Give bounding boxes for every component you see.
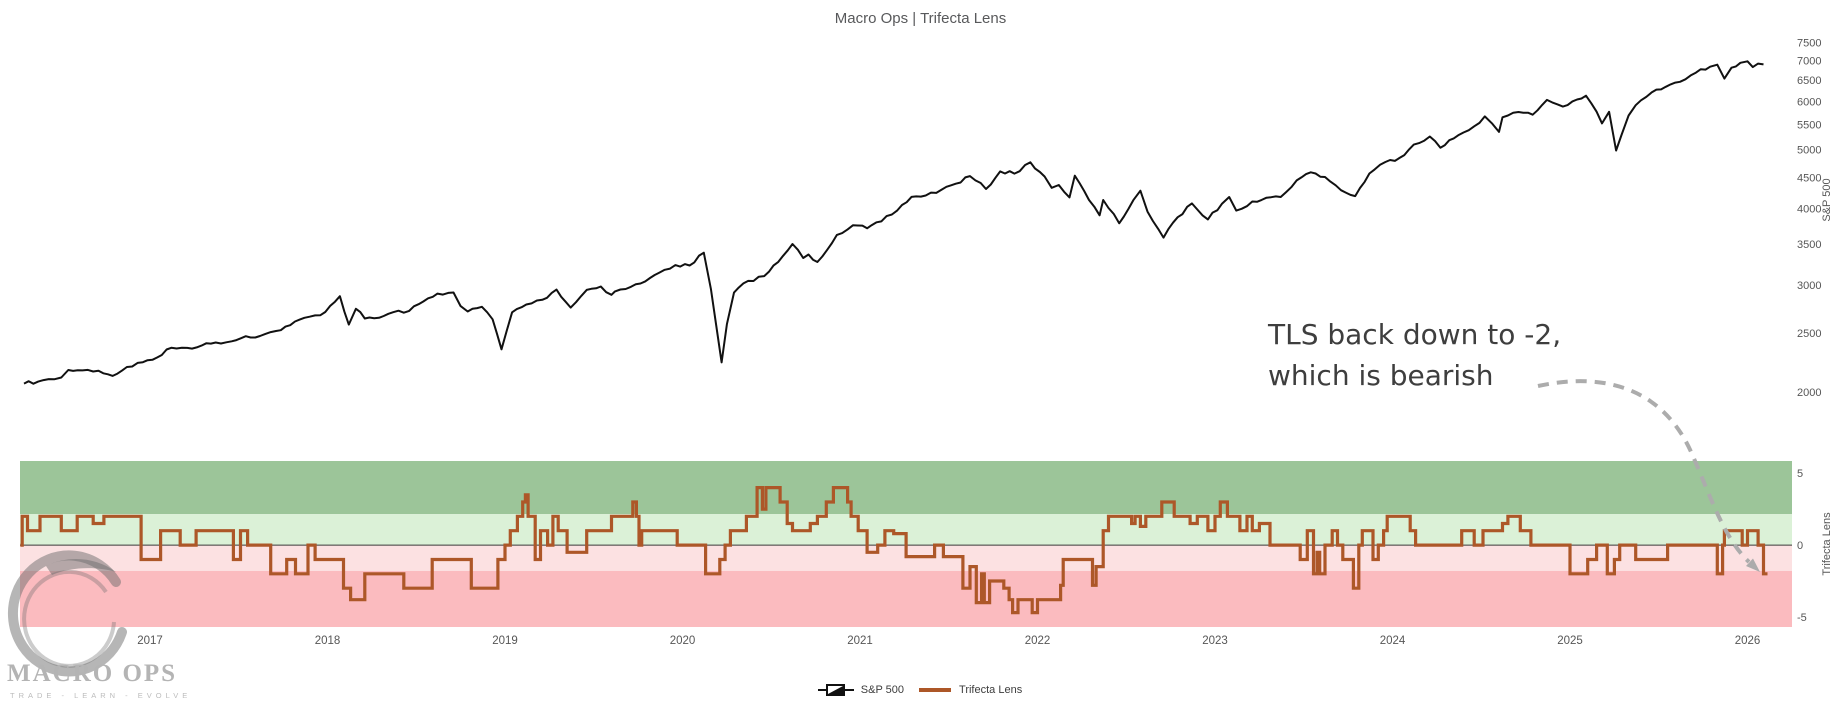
sp500-ytick-6000: 6000: [1797, 96, 1821, 108]
xtick-2024: 2024: [1380, 635, 1406, 647]
sp500-ytick-7000: 7000: [1797, 56, 1821, 68]
page-title: Macro Ops | Trifecta Lens: [834, 10, 1007, 27]
xtick-2023: 2023: [1202, 635, 1228, 647]
xtick-2025: 2025: [1557, 635, 1583, 647]
tls-plot-area[interactable]: [20, 461, 1792, 627]
sp500-axis-title: S&P 500: [1821, 178, 1833, 221]
sp500-ytick-4500: 4500: [1797, 172, 1821, 184]
sp500-ytick-5000: 5000: [1797, 145, 1821, 157]
sp500-series-icon: [817, 684, 854, 696]
legend: S&P 500 Trifecta Lens: [700, 682, 1140, 698]
annotation-line1: TLS back down to -2,: [1268, 318, 1562, 351]
macro-ops-logo-circle: [7, 550, 127, 677]
annotation-arrow: [1537, 379, 1751, 564]
tls-ytick-5: 5: [1797, 468, 1803, 480]
band-strong-bullish: [20, 461, 1792, 515]
tls-axis-title: Trifecta Lens: [1821, 512, 1833, 576]
sp500-ytick-4000: 4000: [1797, 204, 1821, 216]
band-strong-bearish: [20, 570, 1792, 627]
xtick-2021: 2021: [847, 635, 873, 647]
annotation-note: TLS back down to -2, which is bearish: [1268, 314, 1561, 396]
macro-ops-tagline: TRADE - LEARN - EVOLVE: [10, 691, 192, 700]
macro-ops-logo-circle-inner: [22, 569, 116, 668]
annotation-arrow-head: [1746, 558, 1760, 572]
trifecta-lens-step-line: [20, 486, 1768, 615]
macro-ops-logo-snake-head: [46, 559, 116, 575]
sp500-ytick-3000: 3000: [1797, 280, 1821, 292]
annotation-line2: which is bearish: [1268, 359, 1494, 392]
trifecta-series-icon: [919, 688, 952, 692]
legend-label-trifecta: Trifecta Lens: [959, 684, 1023, 696]
xtick-2019: 2019: [492, 635, 518, 647]
legend-item-sp500[interactable]: S&P 500: [817, 682, 905, 698]
xtick-2026: 2026: [1735, 635, 1761, 647]
xtick-2022: 2022: [1025, 635, 1051, 647]
sp500-ytick-2000: 2000: [1797, 387, 1821, 399]
tls-ytick-0: 0: [1797, 540, 1803, 552]
xtick-2020: 2020: [670, 635, 696, 647]
legend-item-trifecta[interactable]: Trifecta Lens: [918, 684, 1022, 696]
macro-ops-logo-text: MACRO OPS: [7, 660, 178, 687]
xtick-2018: 2018: [315, 635, 341, 647]
legend-label-sp500: S&P 500: [860, 684, 905, 696]
sp500-ytick-5500: 5500: [1797, 119, 1821, 131]
tls-ytick--5: -5: [1797, 612, 1807, 624]
xtick-2017: 2017: [137, 635, 163, 647]
sp500-ytick-7500: 7500: [1797, 37, 1821, 49]
sp500-ytick-3500: 3500: [1797, 239, 1821, 251]
sp500-ytick-6500: 6500: [1797, 75, 1821, 87]
sp500-ytick-2500: 2500: [1797, 328, 1821, 340]
sp500-line: [23, 60, 1764, 385]
